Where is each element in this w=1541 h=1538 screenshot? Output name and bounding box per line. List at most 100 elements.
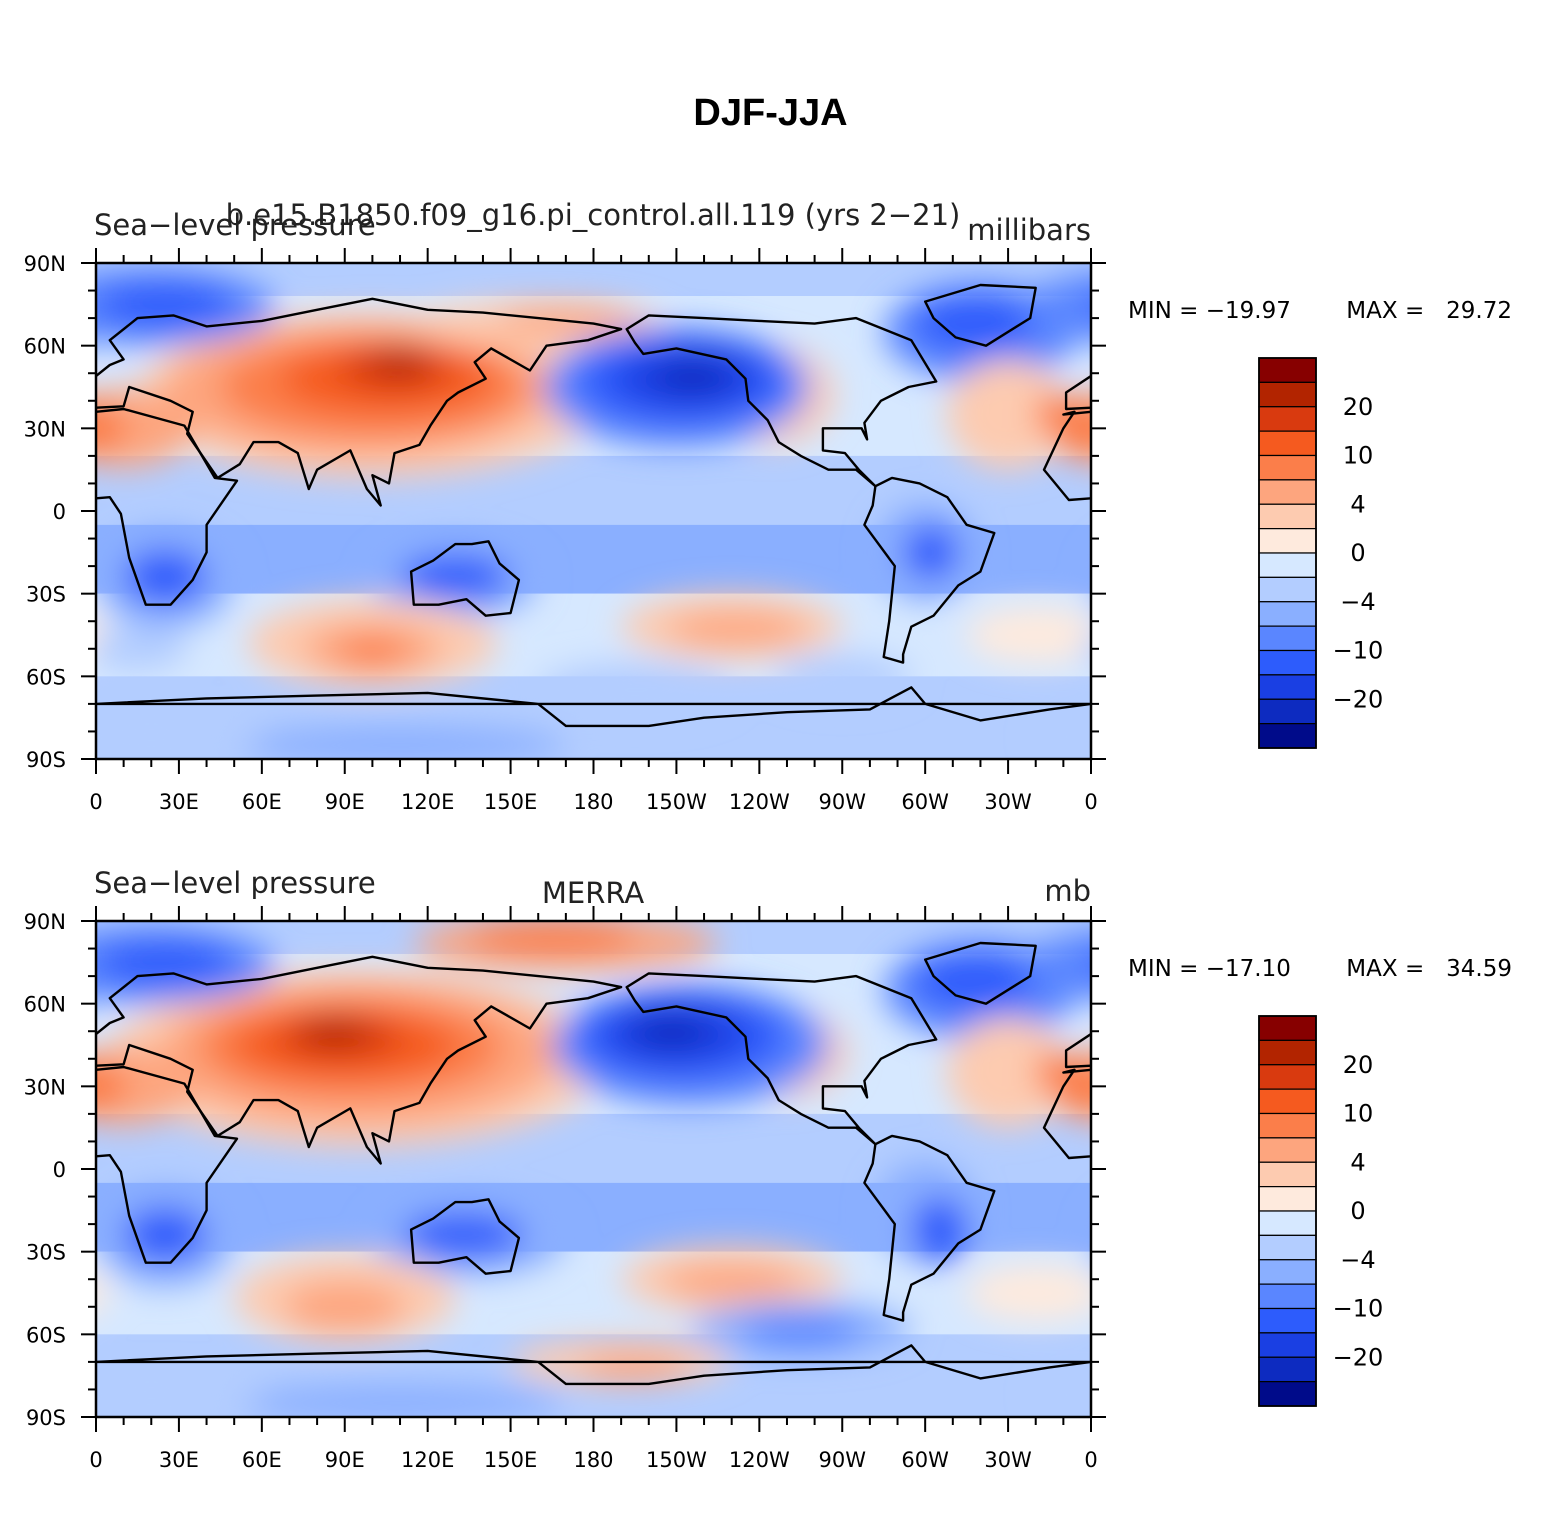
- lat-tick-label: 90N: [24, 910, 66, 934]
- colorbar-label: −4: [1340, 1246, 1375, 1274]
- anomaly-contour: [773, 654, 912, 699]
- colorbar-swatch: [1258, 454, 1317, 481]
- colorbar-label: 0: [1350, 1197, 1365, 1225]
- anomaly-contour: [1082, 636, 1091, 661]
- anomaly-contour: [1334, 346, 1445, 390]
- max-value-label: MAX = 34.59: [1346, 956, 1512, 982]
- anomaly-contour: [402, 1213, 525, 1258]
- colorbar-swatch: [1258, 576, 1317, 603]
- anomaly-contour: [1021, 272, 1091, 342]
- anomaly-contour: [96, 618, 110, 652]
- coastline-africa: [96, 1065, 239, 1264]
- anomaly-contour: [0, 940, 82, 1039]
- anomaly-contour: [1132, 313, 1541, 478]
- anomaly-contour: [903, 524, 959, 580]
- anomaly-contour: [1367, 541, 1533, 618]
- anomaly-contour: [632, 1014, 710, 1048]
- lat-tick-label: 60N: [24, 993, 66, 1017]
- colorbar: 20 10 4 0 −4 −10 −20: [1258, 357, 1384, 749]
- coastline-eurasia: [96, 297, 623, 507]
- anomaly-contour: [96, 940, 235, 985]
- coastline-africa: [96, 407, 239, 606]
- anomaly-contour: [0, 1017, 74, 1127]
- min-value-label: MIN = −19.97: [1128, 298, 1291, 324]
- colorbar-swatch: [1258, 723, 1317, 749]
- colorbar-swatch: [1258, 406, 1317, 432]
- lat-tick-label: 0: [53, 1158, 66, 1182]
- lon-tick-label: 120E: [401, 1448, 454, 1472]
- colorbar-swatch: [1258, 1283, 1317, 1310]
- anomaly-contour: [1533, 663, 1541, 718]
- anomaly-contour: [96, 411, 119, 445]
- colorbar-label: 20: [1343, 393, 1374, 421]
- coastline-greenland: [924, 941, 1037, 1005]
- anomaly-contour: [1035, 1380, 1091, 1410]
- colorbar-label: 10: [1343, 442, 1374, 470]
- colorbar-swatch: [1258, 1161, 1317, 1188]
- colorbar-swatch: [1258, 1137, 1317, 1163]
- anomaly-contour: [668, 612, 807, 647]
- colorbar-label: −20: [1333, 1343, 1384, 1371]
- anomaly-contour: [1091, 530, 1229, 629]
- coastline-greenland: [924, 283, 1037, 347]
- anomaly-contour: [1035, 1050, 1080, 1095]
- colorbar-swatch: [1258, 528, 1317, 554]
- coastline-australia: [409, 1198, 521, 1275]
- lon-tick-label: 150E: [484, 790, 537, 814]
- anomaly-contour: [123, 549, 207, 605]
- anomaly-contour: [1506, 1340, 1541, 1384]
- colorbar-swatch: [1258, 1259, 1317, 1285]
- lon-tick-label: 90E: [325, 1448, 365, 1472]
- lon-tick-label: 60E: [242, 790, 282, 814]
- lon-tick-label: 90W: [819, 1448, 867, 1472]
- colorbar-label: −4: [1340, 588, 1375, 616]
- colorbar-swatch: [1258, 1088, 1317, 1115]
- colorbar-label: 0: [1350, 539, 1365, 567]
- lat-tick-label: 0: [53, 500, 66, 524]
- colorbar-swatch: [1258, 1039, 1317, 1066]
- pressure-anomaly-field: [0, 921, 1541, 1417]
- lon-tick-label: 0: [89, 1448, 102, 1472]
- anomaly-contour: [1395, 555, 1506, 599]
- colorbar-frame: [1258, 1015, 1317, 1407]
- anomaly-contour: [654, 359, 732, 393]
- figure-title: DJF-JJA: [693, 92, 848, 134]
- lat-tick-label: 30N: [24, 417, 66, 441]
- colorbar-swatch: [1258, 552, 1317, 578]
- panel-left-title: Sea−level pressure: [94, 208, 376, 242]
- axis-ticks: [81, 248, 1106, 774]
- colorbar-swatch: [1258, 698, 1317, 725]
- min-value-label: MIN = −17.10: [1128, 956, 1291, 982]
- lon-tick-label: 180: [573, 1448, 613, 1472]
- anomaly-contour: [283, 1281, 406, 1332]
- lon-tick-label: 30W: [984, 790, 1032, 814]
- colorbar-label: 20: [1343, 1051, 1374, 1079]
- lat-tick-label: 90N: [24, 252, 66, 276]
- coastline-namerica: [625, 972, 938, 1146]
- lon-tick-label: 0: [89, 790, 102, 814]
- map-panel-merra: 90N 60N 30N 0 30S 60S 90S 0 30E 60E 90E 120E 150E 180…: [0, 866, 1541, 1472]
- anomaly-contour: [372, 348, 428, 376]
- coastlines: [96, 941, 1091, 1386]
- lon-tick-label: 60E: [242, 1448, 282, 1472]
- colorbar-label: −20: [1333, 685, 1384, 713]
- colorbar-swatch: [1258, 1064, 1317, 1090]
- colorbar-swatch: [1258, 1381, 1317, 1407]
- coastline-samerica: [863, 476, 996, 664]
- anomaly-contour: [96, 1276, 110, 1310]
- anomaly-contour: [947, 1017, 1069, 1128]
- panel-units: mb: [1044, 874, 1091, 908]
- anomaly-contour: [1464, 921, 1541, 954]
- colorbar-swatch: [1258, 1210, 1317, 1236]
- lon-tick-label: 120E: [401, 790, 454, 814]
- lon-tick-label: 0: [1084, 1448, 1097, 1472]
- panel-units: millibars: [967, 213, 1091, 247]
- anomaly-contour: [96, 626, 188, 671]
- colorbar-swatch: [1258, 1307, 1317, 1334]
- coastline-namerica: [625, 314, 938, 488]
- colorbar-swatch: [1258, 601, 1317, 627]
- anomaly-contour: [1160, 324, 1541, 456]
- anomaly-contour: [400, 555, 511, 600]
- colorbar: 20 10 4 0 −4 −10 −20: [1258, 1015, 1384, 1407]
- coastline-antarctica: [96, 686, 1091, 728]
